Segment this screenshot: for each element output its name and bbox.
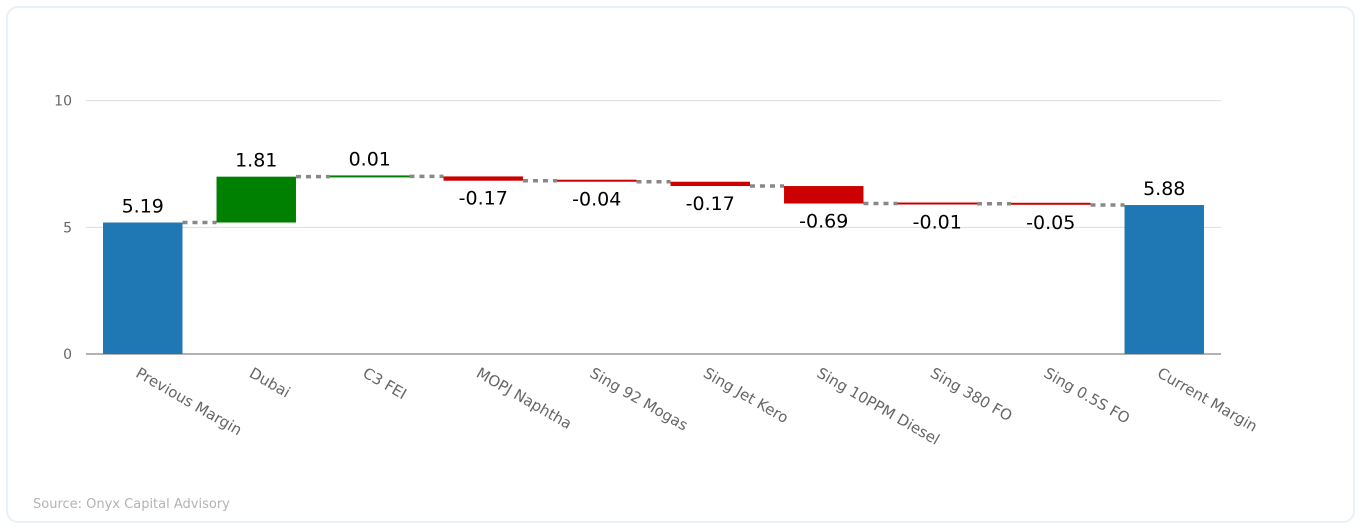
- waterfall-bar-2: [330, 175, 410, 178]
- x-tick-label-9: Current Margin: [1154, 364, 1260, 436]
- data-label-6: -0.69: [799, 211, 848, 233]
- x-tick-label-6: Sing 10PPM Diesel: [814, 364, 943, 449]
- data-label-0: 5.19: [122, 196, 164, 218]
- x-tick-label-1: Dubai: [246, 364, 293, 402]
- y-tick-label: 10: [54, 94, 72, 110]
- connectors: [182, 174, 1125, 225]
- waterfall-bar-1: [216, 176, 296, 223]
- waterfall-bar-5: [670, 181, 750, 187]
- x-tick-label-2: C3 FEI: [360, 364, 410, 403]
- data-label-3: -0.17: [459, 188, 508, 210]
- bars: [103, 175, 1204, 354]
- data-label-9: 5.88: [1143, 178, 1185, 200]
- waterfall-bar-0: [103, 222, 183, 354]
- source-note: Source: Onyx Capital Advisory: [33, 497, 230, 512]
- x-tick-label-3: MOPJ Naphtha: [473, 364, 575, 433]
- data-label-7: -0.01: [913, 212, 962, 234]
- y-axis-ticks: 0 5 10: [54, 94, 72, 363]
- y-tick-label: 0: [63, 347, 72, 363]
- waterfall-bar-6: [784, 186, 864, 204]
- data-label-5: -0.17: [686, 193, 735, 215]
- data-label-2: 0.01: [349, 148, 391, 170]
- waterfall-bar-8: [1011, 202, 1091, 205]
- data-label-4: -0.04: [572, 189, 621, 211]
- data-label-8: -0.05: [1026, 212, 1075, 234]
- waterfall-bar-7: [897, 202, 977, 205]
- x-tick-label-4: Sing 92 Mogas: [587, 364, 691, 435]
- data-labels: 5.19 1.81 0.01 -0.17 -0.04 -0.17 -0.69 -0.01 -0.…: [122, 148, 1186, 233]
- x-tick-label-7: Sing 380 FO: [927, 364, 1015, 425]
- x-tick-label-8: Sing 0.5S FO: [1041, 364, 1133, 428]
- waterfall-bar-3: [443, 176, 523, 181]
- waterfall-bar-4: [557, 179, 637, 182]
- x-tick-label-0: Previous Margin: [133, 364, 245, 439]
- waterfall-bar-9: [1124, 205, 1204, 354]
- y-tick-label: 5: [63, 220, 72, 236]
- x-axis-labels: Previous Margin Dubai C3 FEI MOPJ Naphtha Si…: [133, 364, 1261, 449]
- x-tick-label-5: Sing Jet Kero: [700, 364, 791, 427]
- grid-lines: [86, 100, 1221, 228]
- data-label-1: 1.81: [235, 150, 277, 172]
